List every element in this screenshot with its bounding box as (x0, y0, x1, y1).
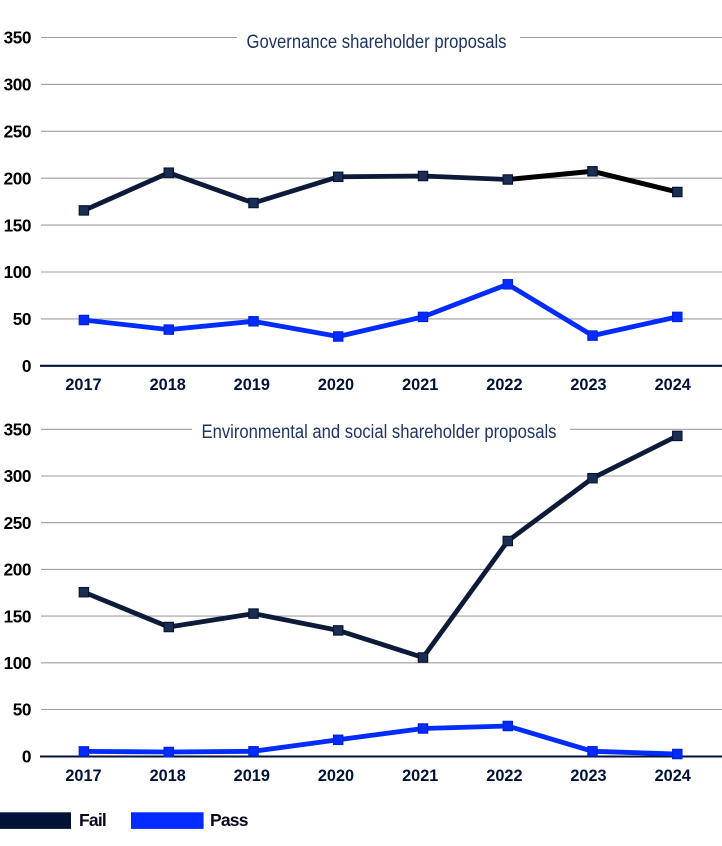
svg-text:Fail: Fail (79, 810, 106, 830)
svg-text:150: 150 (4, 606, 31, 626)
svg-text:2019: 2019 (234, 376, 270, 394)
svg-text:250: 250 (4, 122, 31, 142)
svg-text:250: 250 (4, 513, 31, 533)
svg-text:Pass: Pass (210, 810, 249, 830)
svg-text:2023: 2023 (570, 767, 606, 785)
svg-text:300: 300 (4, 466, 31, 486)
svg-text:200: 200 (4, 560, 31, 580)
svg-text:Governance shareholder proposa: Governance shareholder proposals (247, 31, 507, 53)
svg-text:2024: 2024 (655, 767, 691, 785)
svg-text:0: 0 (22, 747, 31, 767)
svg-text:300: 300 (4, 75, 31, 95)
svg-text:100: 100 (4, 262, 31, 282)
svg-text:Environmental and social share: Environmental and social shareholder pro… (202, 421, 557, 443)
svg-text:50: 50 (13, 700, 31, 720)
svg-text:2021: 2021 (402, 767, 438, 785)
svg-text:2020: 2020 (318, 767, 354, 785)
svg-text:0: 0 (22, 356, 31, 376)
svg-text:2024: 2024 (655, 376, 691, 394)
svg-text:2023: 2023 (570, 376, 606, 394)
svg-text:2019: 2019 (234, 767, 270, 785)
svg-text:150: 150 (4, 215, 31, 235)
svg-text:2018: 2018 (150, 376, 186, 394)
svg-text:200: 200 (4, 168, 31, 188)
svg-text:2017: 2017 (65, 767, 101, 785)
svg-text:100: 100 (4, 653, 31, 673)
svg-text:2022: 2022 (486, 767, 522, 785)
svg-text:350: 350 (4, 28, 31, 48)
svg-text:2021: 2021 (402, 376, 438, 394)
svg-text:2017: 2017 (65, 376, 101, 394)
svg-text:350: 350 (4, 420, 31, 440)
svg-text:50: 50 (13, 309, 31, 329)
svg-text:2022: 2022 (486, 376, 522, 394)
svg-text:2020: 2020 (318, 376, 354, 394)
svg-text:2018: 2018 (150, 767, 186, 785)
